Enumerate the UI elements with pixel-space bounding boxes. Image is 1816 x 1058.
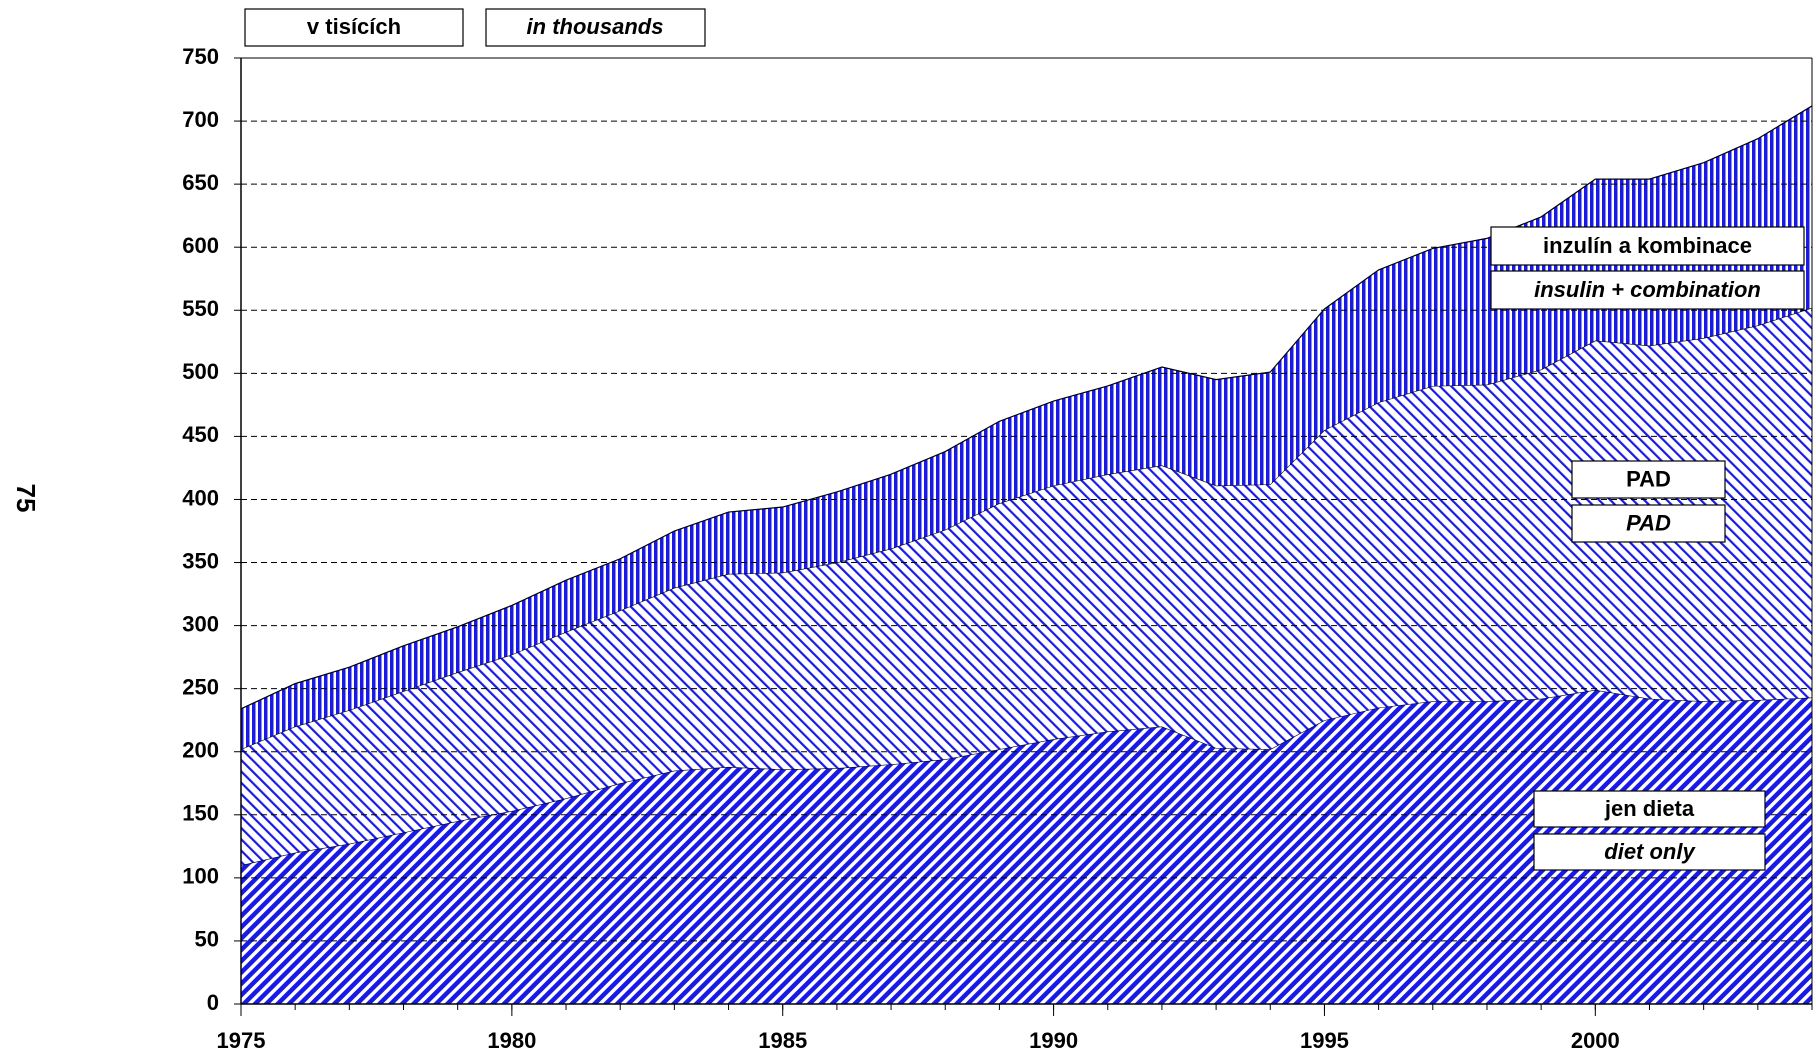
x-tick-label: 1995	[1300, 1028, 1349, 1053]
y-tick-label: 350	[182, 548, 219, 573]
area-edge	[240, 105, 1813, 710]
x-tick-label: 2000	[1571, 1028, 1620, 1053]
y-tick-label: 200	[182, 738, 219, 763]
page-number: 75	[11, 484, 41, 513]
legend-label-en: diet only	[1604, 839, 1696, 864]
y-tick-label: 650	[182, 170, 219, 195]
area	[241, 307, 1812, 866]
legend-box	[1571, 504, 1726, 543]
y-tick-label: 250	[182, 674, 219, 699]
unit-label-en: in thousands	[527, 14, 664, 39]
legend-box	[1533, 790, 1766, 828]
y-tick-label: 600	[182, 233, 219, 258]
legend-label: inzulín a kombinace	[1543, 233, 1752, 258]
legend-box	[1490, 226, 1805, 266]
unit-box	[244, 8, 464, 47]
y-tick-label: 0	[207, 990, 219, 1015]
x-tick-label: 1975	[217, 1028, 266, 1053]
legend-box	[1533, 833, 1766, 871]
y-tick-label: 550	[182, 296, 219, 321]
legend-box	[1571, 460, 1726, 499]
legend-label-en: insulin + combination	[1534, 277, 1761, 302]
x-tick-label: 1990	[1029, 1028, 1078, 1053]
legend-label: jen dieta	[1604, 796, 1695, 821]
y-tick-label: 300	[182, 611, 219, 636]
legend-label: PAD	[1626, 466, 1671, 491]
area	[241, 105, 1812, 750]
unit-box	[485, 8, 706, 47]
y-tick-label: 500	[182, 359, 219, 384]
unit-label: v tisících	[307, 14, 401, 39]
x-tick-label: 1980	[487, 1028, 536, 1053]
y-tick-label: 750	[182, 44, 219, 69]
y-tick-label: 50	[195, 927, 219, 952]
legend-box	[1490, 270, 1805, 310]
y-tick-label: 400	[182, 485, 219, 510]
y-tick-label: 150	[182, 801, 219, 826]
area	[241, 689, 1812, 1004]
y-tick-label: 450	[182, 422, 219, 447]
y-tick-label: 100	[182, 864, 219, 889]
y-tick-label: 700	[182, 107, 219, 132]
legend-label-en: PAD	[1626, 510, 1671, 535]
area-edge	[240, 689, 1813, 866]
area-edge	[240, 307, 1813, 750]
x-tick-label: 1985	[758, 1028, 807, 1053]
